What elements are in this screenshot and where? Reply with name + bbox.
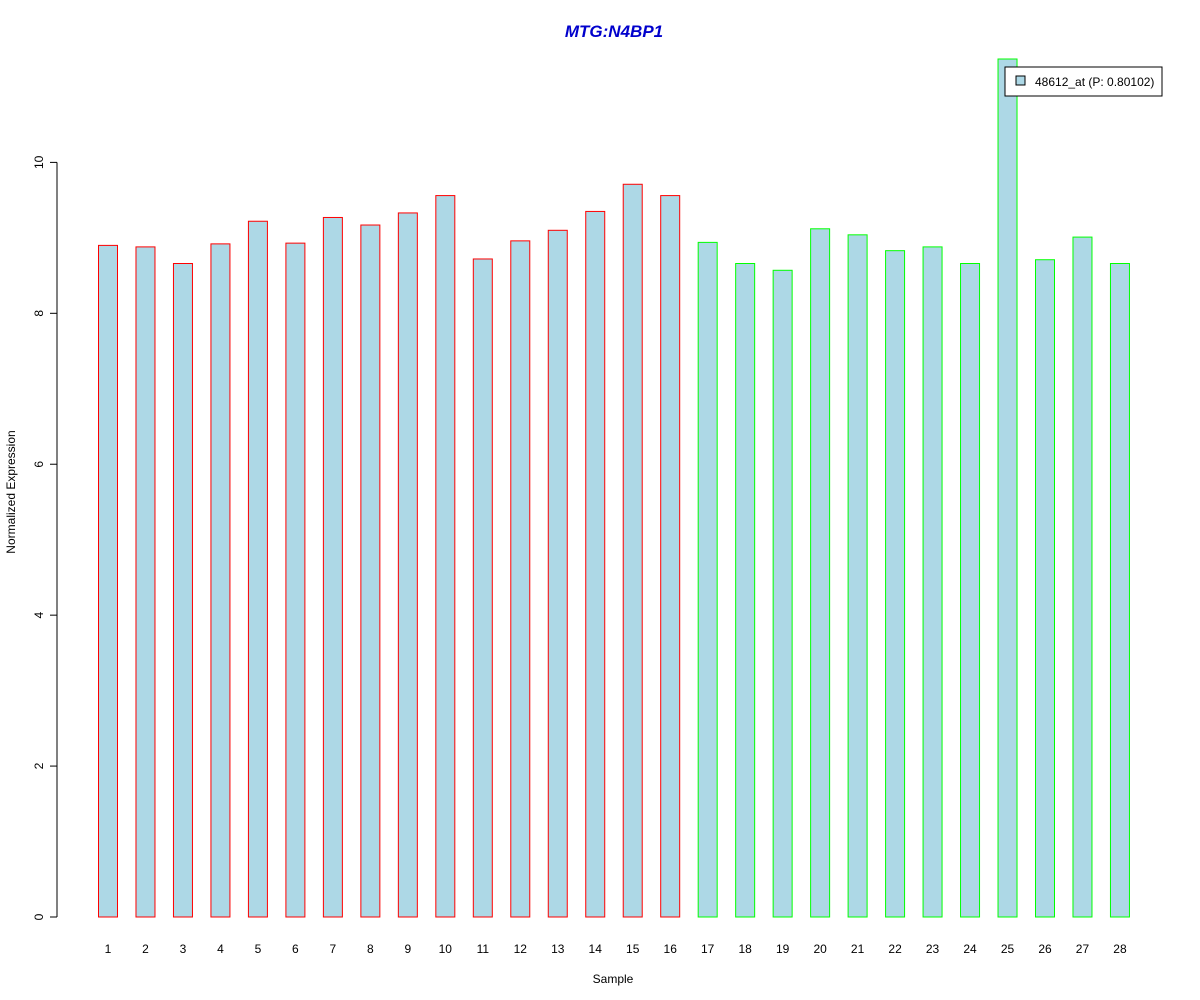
bar-sample-11 — [472, 258, 493, 918]
y-axis: 0 2 4 6 8 10 — [32, 155, 58, 920]
x-tick-label: 26 — [1038, 942, 1052, 956]
bar-sample-3 — [172, 263, 193, 918]
x-tick-label: 8 — [367, 942, 374, 956]
x-tick-label: 7 — [330, 942, 337, 956]
x-tick-label: 15 — [626, 942, 640, 956]
bar-sample-16 — [660, 195, 681, 918]
y-tick-label: 6 — [32, 461, 46, 468]
x-tick-label: 19 — [776, 942, 790, 956]
bar-sample-5 — [247, 220, 268, 918]
bar-sample-17 — [697, 241, 718, 918]
bar-sample-2 — [135, 246, 156, 918]
legend-swatch — [1015, 75, 1026, 86]
x-tick-label: 6 — [292, 942, 299, 956]
x-tick-label: 14 — [589, 942, 603, 956]
y-tick-label: 0 — [32, 913, 46, 920]
bar-sample-20 — [810, 228, 831, 918]
x-tick-label: 1 — [105, 942, 112, 956]
x-tick-label: 17 — [701, 942, 715, 956]
bar-sample-9 — [397, 212, 418, 918]
x-axis-label: Sample — [593, 972, 634, 986]
x-tick-label: 18 — [738, 942, 752, 956]
x-tick-label: 5 — [255, 942, 262, 956]
bar-sample-22 — [885, 250, 906, 918]
bar-sample-14 — [585, 210, 606, 918]
bar-sample-27 — [1072, 236, 1093, 918]
bar-sample-1 — [98, 244, 118, 918]
bar-sample-12 — [510, 240, 531, 918]
bar-sample-19 — [772, 269, 793, 918]
x-tick-label: 3 — [180, 942, 187, 956]
bar-sample-10 — [435, 195, 456, 918]
bar-sample-28 — [1109, 263, 1130, 918]
x-tick-label: 25 — [1001, 942, 1015, 956]
x-tick-label: 12 — [514, 942, 528, 956]
chart-title: MTG:N4BP1 — [565, 22, 663, 41]
x-tick-label: 23 — [926, 942, 940, 956]
x-tick-label: 28 — [1113, 942, 1127, 956]
bar-sample-26 — [1035, 259, 1055, 918]
bar-sample-7 — [322, 216, 343, 918]
y-axis-label: Normalized Expression — [4, 430, 18, 553]
x-tick-label: 13 — [551, 942, 565, 956]
bar-sample-8 — [360, 224, 381, 918]
bar-sample-25 — [997, 58, 1018, 918]
x-tick-label: 16 — [664, 942, 678, 956]
bar-sample-15 — [622, 183, 643, 918]
bar-sample-24 — [960, 263, 981, 918]
y-tick-label: 10 — [32, 155, 46, 169]
x-tick-label: 4 — [217, 942, 224, 956]
y-tick-label: 4 — [32, 611, 46, 618]
bar-sample-18 — [735, 263, 756, 918]
y-tick-label: 2 — [32, 762, 46, 769]
legend-label: 48612_at (P: 0.80102) — [1035, 75, 1154, 89]
bar-sample-6 — [285, 242, 306, 918]
x-tick-label: 21 — [851, 942, 865, 956]
x-tick-label: 22 — [888, 942, 902, 956]
x-tick-label: 20 — [813, 942, 827, 956]
legend: 48612_at (P: 0.80102) — [1004, 66, 1163, 97]
bar-sample-21 — [847, 234, 868, 918]
x-tick-labels: 1 2 3 4 5 6 7 8 9 10 11 12 13 14 15 16 17 18 19 20 21 22 23 24 2… — [105, 942, 1127, 956]
x-tick-label: 9 — [404, 942, 411, 956]
bar-sample-13 — [547, 229, 568, 918]
x-tick-label: 24 — [963, 942, 977, 956]
bar-sample-23 — [922, 246, 943, 918]
legend-box — [1004, 66, 1163, 97]
y-tick-label: 8 — [32, 310, 46, 317]
x-tick-label: 27 — [1076, 942, 1090, 956]
x-tick-label: 10 — [439, 942, 453, 956]
bars-group — [98, 58, 1130, 918]
x-tick-label: 2 — [142, 942, 149, 956]
x-tick-label: 11 — [477, 942, 490, 956]
bar-sample-4 — [210, 243, 231, 918]
